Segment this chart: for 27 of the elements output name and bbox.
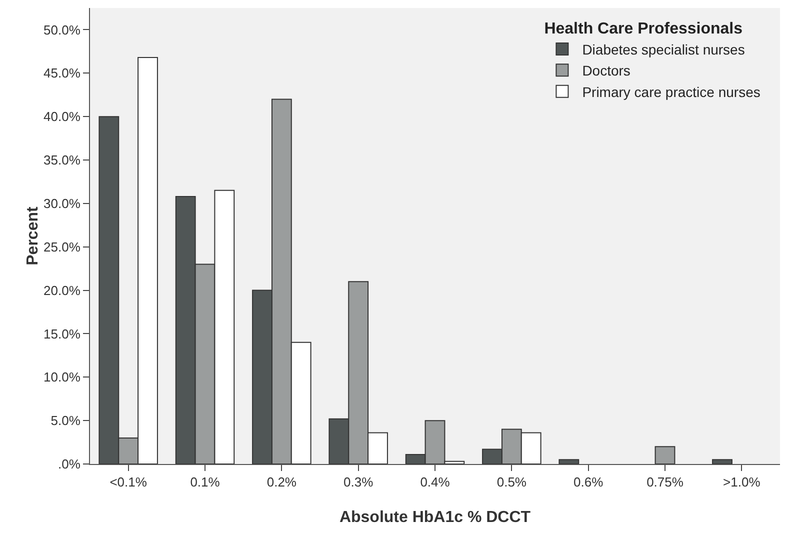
y-tick-label: 30.0%: [44, 196, 81, 211]
x-tick-label: 0.4%: [420, 474, 450, 490]
y-tick-label: 5.0%: [50, 413, 81, 428]
y-axis-title: Percent: [24, 206, 42, 266]
y-tick-label: 15.0%: [44, 326, 81, 342]
legend-label: Doctors: [582, 62, 630, 79]
bar: [654, 446, 676, 464]
x-tick-label: 0.5%: [496, 474, 527, 490]
x-tick-label: 0.3%: [344, 474, 374, 490]
x-tick-label: <0.1%: [110, 474, 148, 490]
x-tick-label: 0.75%: [646, 474, 684, 490]
y-tick-label: 20.0%: [44, 282, 81, 298]
y-tick-label: 35.0%: [44, 152, 81, 168]
x-tick-label: 0.1%: [190, 474, 220, 490]
y-tick-label: 45.0%: [44, 66, 81, 81]
legend-title: Health Care Professionals: [544, 20, 743, 38]
y-tick-label: 25.0%: [44, 239, 81, 254]
y-tick-label: 40.0%: [44, 109, 81, 124]
x-tick-label: 0.6%: [574, 474, 604, 490]
y-tick-label: 10.0%: [44, 370, 81, 385]
y-tick-label: .0%: [58, 456, 81, 472]
y-tick-label: 50.0%: [44, 22, 81, 38]
legend-label: Diabetes specialist nurses: [582, 41, 745, 58]
x-axis-title: Absolute HbA1c % DCCT: [339, 509, 531, 526]
x-tick-label: >1.0%: [723, 474, 761, 490]
legend-label: Primary care practice nurses: [582, 84, 760, 100]
x-tick-label: 0.2%: [266, 474, 297, 490]
